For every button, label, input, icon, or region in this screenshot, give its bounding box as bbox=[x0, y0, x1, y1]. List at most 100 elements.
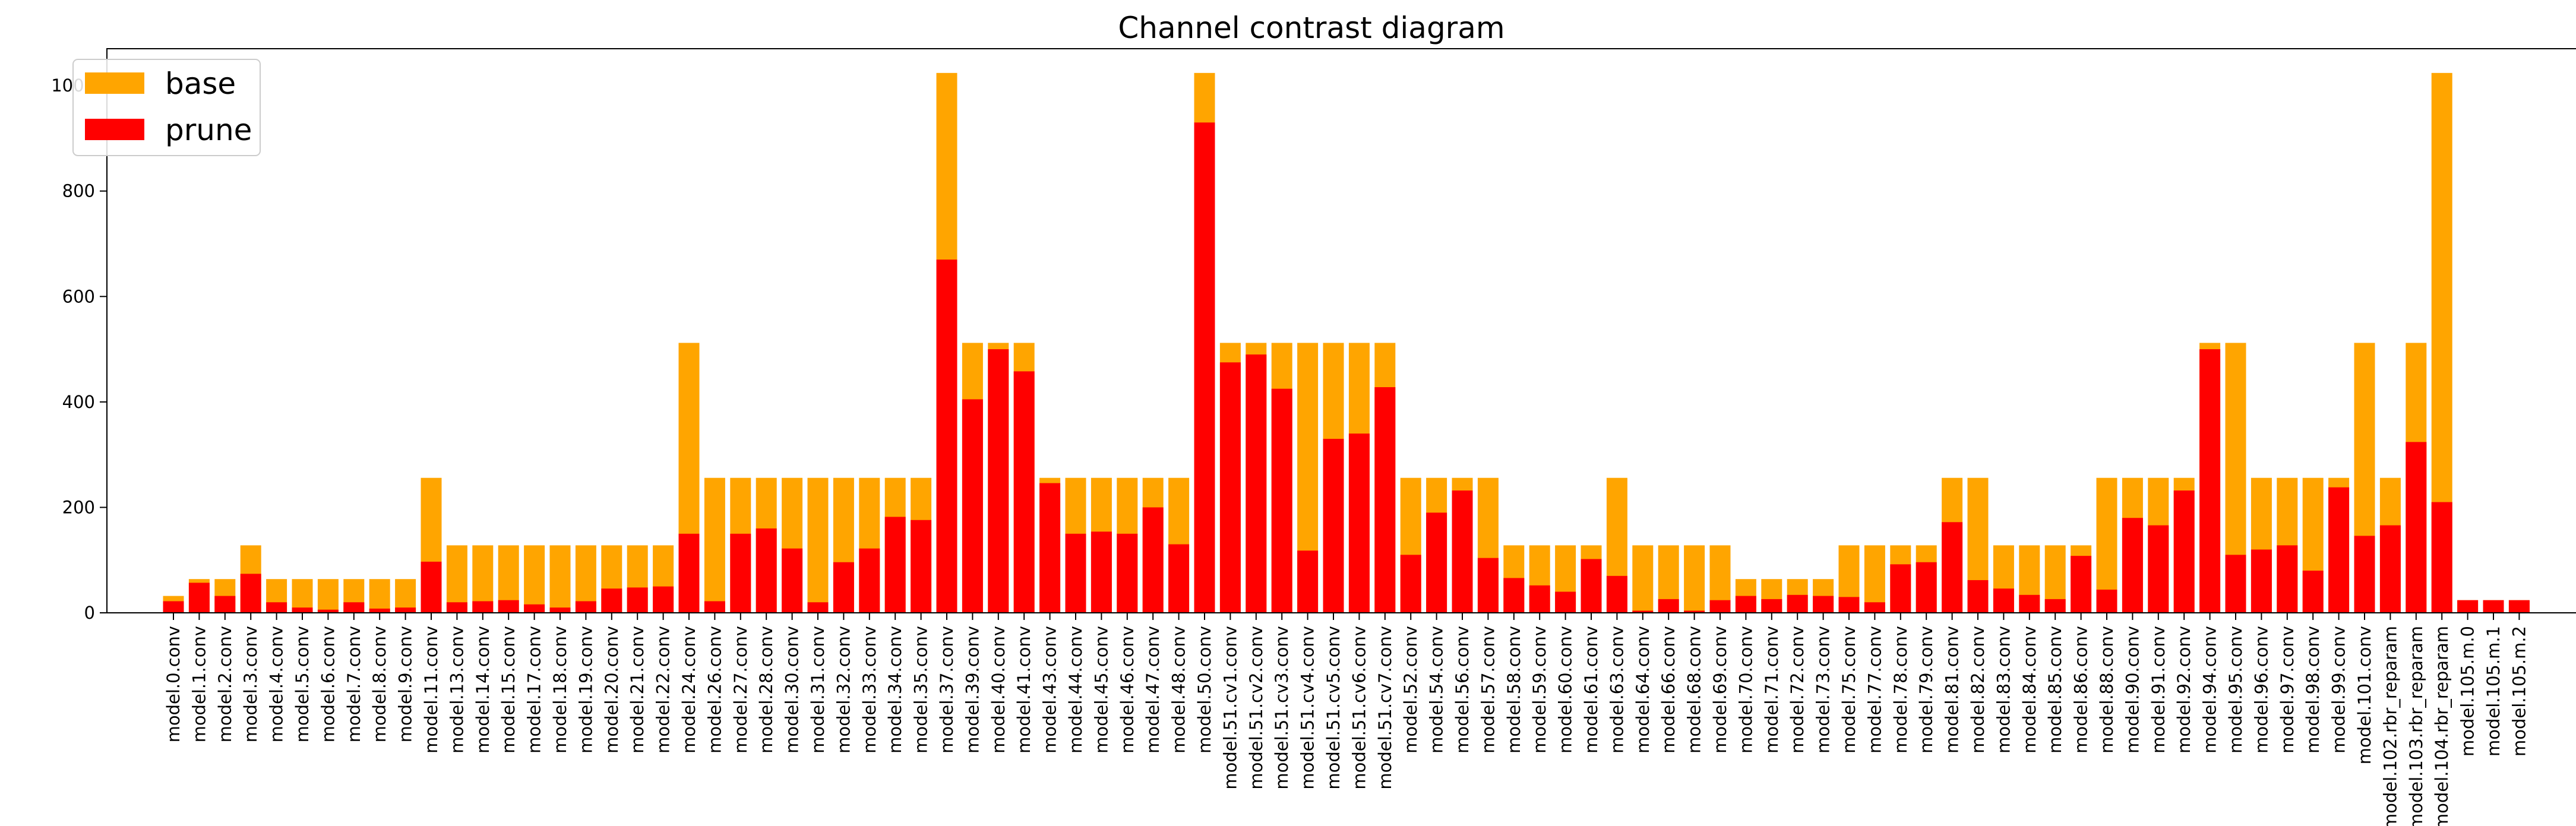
bar-prune-36 bbox=[1091, 531, 1112, 613]
bar-prune-80 bbox=[2225, 555, 2246, 613]
y-tick-label: 600 bbox=[62, 286, 95, 306]
bar-prune-43 bbox=[1271, 388, 1292, 613]
y-tick-label: 0 bbox=[84, 603, 95, 623]
bar-base-59 bbox=[1684, 545, 1705, 613]
x-tick-label: model.68.conv bbox=[1684, 626, 1705, 754]
bar-prune-88 bbox=[2431, 502, 2452, 613]
x-tick-label: model.24.conv bbox=[679, 626, 699, 754]
x-tick-label: model.57.conv bbox=[1478, 626, 1498, 754]
bar-prune-81 bbox=[2251, 549, 2272, 613]
bar-prune-63 bbox=[1787, 594, 1808, 613]
bar-prune-77 bbox=[2148, 525, 2169, 613]
x-axis: model.0.conv model.1.conv model.2.conv mode… bbox=[163, 613, 2529, 826]
bar-prune-71 bbox=[1993, 588, 2014, 613]
x-tick-label: model.30.conv bbox=[782, 626, 802, 754]
x-tick-label: model.43.conv bbox=[1040, 626, 1060, 754]
bar-base-21 bbox=[704, 477, 725, 613]
x-tick-label: model.2.conv bbox=[215, 626, 235, 742]
bar-prune-53 bbox=[1529, 585, 1550, 613]
legend: base prune bbox=[72, 59, 261, 156]
bar-prune-89 bbox=[2457, 600, 2479, 613]
bar-prune-8 bbox=[369, 608, 390, 613]
bar-prune-70 bbox=[1967, 580, 1989, 613]
bar-base-9 bbox=[395, 579, 416, 613]
bar-base-66 bbox=[1864, 545, 1885, 613]
bar-prune-57 bbox=[1632, 610, 1654, 613]
bars-group bbox=[163, 72, 2530, 613]
bar-prune-13 bbox=[498, 600, 519, 613]
x-tick-label: model.98.conv bbox=[2303, 626, 2323, 754]
bar-prune-82 bbox=[2277, 545, 2298, 613]
bar-prune-56 bbox=[1606, 575, 1627, 613]
bar-prune-85 bbox=[2354, 536, 2375, 613]
y-axis: 02004006008001000 bbox=[51, 75, 107, 623]
legend-swatch-prune bbox=[85, 119, 144, 140]
x-tick-label: model.32.conv bbox=[833, 626, 854, 754]
bar-prune-1 bbox=[188, 583, 210, 613]
bar-prune-29 bbox=[911, 520, 932, 613]
bar-prune-68 bbox=[1916, 562, 1937, 613]
x-tick-label: model.40.conv bbox=[988, 626, 1009, 754]
bar-prune-10 bbox=[421, 561, 442, 613]
x-tick-label: model.45.conv bbox=[1091, 626, 1111, 754]
x-tick-label: model.31.conv bbox=[808, 626, 828, 754]
x-tick-label: model.6.conv bbox=[318, 626, 338, 742]
x-tick-label: model.101.conv bbox=[2354, 626, 2375, 764]
bar-prune-91 bbox=[2508, 600, 2530, 613]
bar-prune-45 bbox=[1323, 439, 1344, 613]
bar-prune-87 bbox=[2406, 442, 2427, 613]
y-tick-label: 200 bbox=[62, 497, 95, 517]
x-tick-label: model.47.conv bbox=[1143, 626, 1163, 754]
bar-prune-7 bbox=[343, 602, 365, 613]
x-tick-label: model.59.conv bbox=[1529, 626, 1550, 754]
x-tick-label: model.46.conv bbox=[1117, 626, 1137, 754]
x-tick-label: model.102.rbr_reparam bbox=[2380, 626, 2400, 826]
x-tick-label: model.92.conv bbox=[2174, 626, 2194, 754]
x-tick-label: model.20.conv bbox=[602, 626, 622, 754]
bar-prune-28 bbox=[884, 517, 906, 613]
bar-prune-32 bbox=[988, 349, 1009, 613]
x-tick-label: model.0.conv bbox=[163, 626, 184, 742]
bar-prune-69 bbox=[1942, 522, 1963, 613]
x-tick-label: model.82.conv bbox=[1968, 626, 1988, 754]
x-tick-label: model.75.conv bbox=[1839, 626, 1859, 754]
x-tick-label: model.9.conv bbox=[396, 626, 416, 742]
x-tick-label: model.56.conv bbox=[1452, 626, 1472, 754]
bar-base-11 bbox=[446, 545, 467, 613]
x-tick-label: model.95.conv bbox=[2226, 626, 2246, 754]
bar-prune-61 bbox=[1735, 596, 1756, 613]
bar-prune-20 bbox=[678, 533, 700, 613]
bar-prune-18 bbox=[627, 587, 648, 613]
x-tick-label: model.79.conv bbox=[1916, 626, 1936, 754]
x-tick-label: model.28.conv bbox=[756, 626, 776, 754]
x-tick-label: model.60.conv bbox=[1556, 626, 1576, 754]
bar-prune-35 bbox=[1065, 533, 1086, 613]
bar-prune-79 bbox=[2199, 349, 2221, 613]
bar-prune-11 bbox=[446, 602, 467, 613]
bar-prune-38 bbox=[1142, 507, 1164, 613]
bar-prune-67 bbox=[1890, 564, 1911, 613]
bar-prune-60 bbox=[1709, 600, 1731, 613]
bar-prune-84 bbox=[2328, 487, 2350, 613]
x-tick-label: model.90.conv bbox=[2122, 626, 2142, 754]
x-tick-label: model.8.conv bbox=[369, 626, 390, 742]
bar-prune-73 bbox=[2044, 599, 2066, 613]
x-tick-label: model.54.conv bbox=[1427, 626, 1447, 754]
x-tick-label: model.1.conv bbox=[189, 626, 209, 742]
bar-prune-23 bbox=[756, 528, 777, 613]
bar-prune-2 bbox=[214, 596, 236, 613]
bar-prune-55 bbox=[1581, 559, 1602, 613]
bar-prune-51 bbox=[1477, 558, 1499, 613]
bar-prune-42 bbox=[1246, 354, 1267, 613]
x-tick-label: model.85.conv bbox=[2045, 626, 2065, 754]
x-tick-label: model.105.m.2 bbox=[2509, 626, 2529, 757]
bar-prune-15 bbox=[549, 607, 571, 613]
x-tick-label: model.51.cv2.conv bbox=[1246, 626, 1266, 790]
x-tick-label: model.83.conv bbox=[1993, 626, 2014, 754]
x-tick-label: model.104.rbr_reparam bbox=[2432, 626, 2452, 826]
x-tick-label: model.39.conv bbox=[962, 626, 982, 754]
x-tick-label: model.61.conv bbox=[1581, 626, 1601, 754]
bar-prune-47 bbox=[1374, 387, 1396, 613]
x-tick-label: model.77.conv bbox=[1864, 626, 1885, 754]
bar-prune-72 bbox=[2019, 594, 2040, 613]
